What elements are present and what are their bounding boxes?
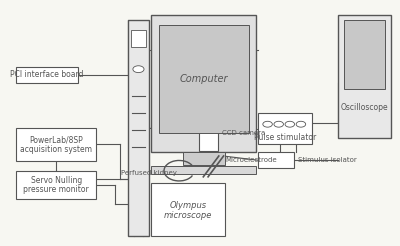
Bar	[258, 113, 312, 144]
Text: Olympus: Olympus	[170, 200, 207, 210]
Bar	[344, 20, 386, 89]
Text: Computer: Computer	[180, 74, 228, 84]
Text: Pulse stimulator: Pulse stimulator	[254, 133, 316, 142]
Text: Stimulus isolator: Stimulus isolator	[298, 157, 357, 163]
Circle shape	[133, 66, 144, 73]
Circle shape	[296, 121, 306, 127]
Text: Perfused kidney: Perfused kidney	[121, 170, 177, 176]
Bar	[183, 152, 225, 165]
Text: pressure monitor: pressure monitor	[23, 185, 89, 194]
Text: Servo Nulling: Servo Nulling	[30, 176, 82, 185]
Bar	[338, 15, 391, 138]
Circle shape	[274, 121, 284, 127]
Bar	[16, 171, 96, 199]
Bar	[131, 30, 146, 47]
Text: CCD camera: CCD camera	[222, 130, 265, 136]
Text: acquisition system: acquisition system	[20, 145, 92, 154]
Bar	[151, 166, 256, 174]
Circle shape	[263, 121, 272, 127]
Circle shape	[285, 121, 294, 127]
Text: microscope: microscope	[164, 211, 212, 220]
Bar	[151, 183, 225, 235]
Bar	[199, 123, 218, 151]
Text: Microelectrode: Microelectrode	[226, 157, 277, 163]
Bar	[151, 15, 256, 152]
Bar	[159, 25, 248, 133]
Text: Oscilloscope: Oscilloscope	[341, 103, 388, 112]
Text: PCI interface board: PCI interface board	[10, 70, 84, 79]
Bar	[258, 152, 294, 168]
Bar	[16, 67, 78, 83]
Bar	[16, 128, 96, 161]
Bar	[128, 20, 149, 235]
Text: PowerLab/8SP: PowerLab/8SP	[29, 136, 83, 145]
